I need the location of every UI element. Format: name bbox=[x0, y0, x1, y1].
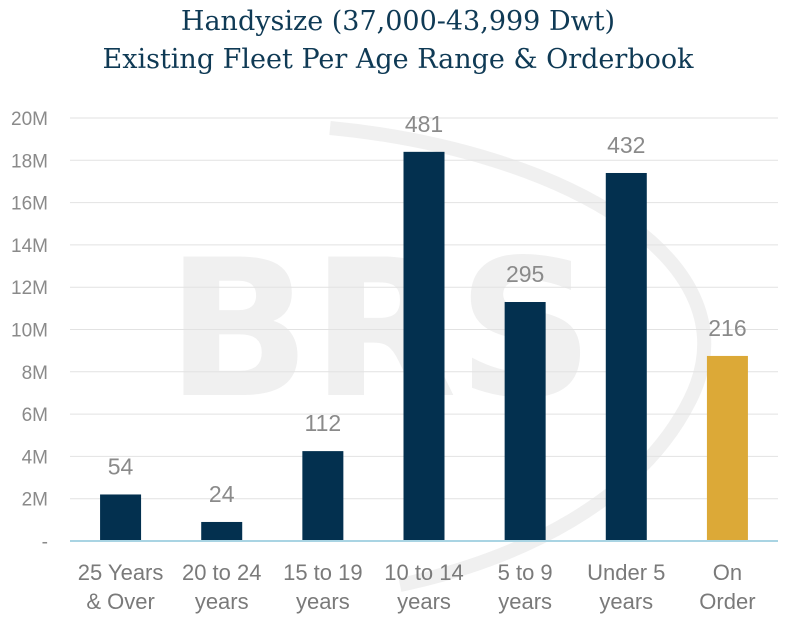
y-tick-label: 8M bbox=[22, 363, 48, 384]
y-tick-label: - bbox=[42, 532, 48, 553]
y-tick-label: 2M bbox=[22, 490, 48, 511]
data-label: 481 bbox=[405, 111, 443, 137]
x-tick-label: & Over bbox=[86, 589, 154, 614]
y-axis: - 2M 4M 6M 8M 10M 12M 14M 16M 18M 20M bbox=[11, 109, 48, 553]
x-tick-label: years bbox=[498, 589, 552, 614]
x-tick-label: Under 5 bbox=[587, 560, 665, 585]
x-tick-label: 5 to 9 bbox=[498, 560, 553, 585]
data-label: 24 bbox=[209, 481, 235, 507]
y-tick-label: 4M bbox=[22, 447, 48, 468]
bar bbox=[201, 521, 243, 541]
bar bbox=[706, 355, 748, 541]
x-axis: 25 Years & Over 20 to 24 years 15 to 19 years… bbox=[70, 540, 778, 614]
x-tick-label: years bbox=[599, 589, 653, 614]
bar bbox=[302, 451, 344, 541]
bar bbox=[403, 151, 445, 541]
data-label: 216 bbox=[708, 315, 746, 341]
x-tick-label: years bbox=[195, 589, 249, 614]
x-tick-label: 10 to 14 bbox=[384, 560, 464, 585]
bar bbox=[605, 172, 647, 542]
x-tick-label: years bbox=[296, 589, 350, 614]
y-tick-label: 14M bbox=[11, 236, 48, 257]
data-label: 432 bbox=[607, 132, 645, 158]
x-tick-label: Order bbox=[699, 589, 755, 614]
watermark-swoosh bbox=[329, 121, 711, 592]
y-tick-label: 16M bbox=[11, 194, 48, 215]
y-tick-label: 18M bbox=[11, 151, 48, 172]
data-label: 112 bbox=[305, 410, 342, 436]
y-tick-label: 20M bbox=[11, 109, 48, 130]
y-tick-label: 6M bbox=[22, 405, 48, 426]
chart-title-line2: Existing Fleet Per Age Range & Orderbook bbox=[102, 44, 694, 75]
x-tick-label: 15 to 19 bbox=[283, 560, 363, 585]
x-tick-label: years bbox=[397, 589, 451, 614]
data-label: 54 bbox=[108, 453, 134, 479]
x-tick-label: On bbox=[713, 560, 742, 585]
x-tick-label: 20 to 24 bbox=[182, 560, 262, 585]
chart-title-line1: Handysize (37,000-43,999 Dwt) bbox=[180, 6, 616, 37]
data-label: 295 bbox=[506, 261, 544, 287]
bars bbox=[100, 151, 748, 542]
y-tick-label: 12M bbox=[11, 278, 48, 299]
y-tick-label: 10M bbox=[11, 321, 48, 342]
bar bbox=[504, 302, 546, 541]
x-tick-label: 25 Years bbox=[78, 560, 164, 585]
bar bbox=[100, 494, 142, 541]
data-labels: 54 24 112 481 295 432 216 bbox=[108, 111, 747, 507]
